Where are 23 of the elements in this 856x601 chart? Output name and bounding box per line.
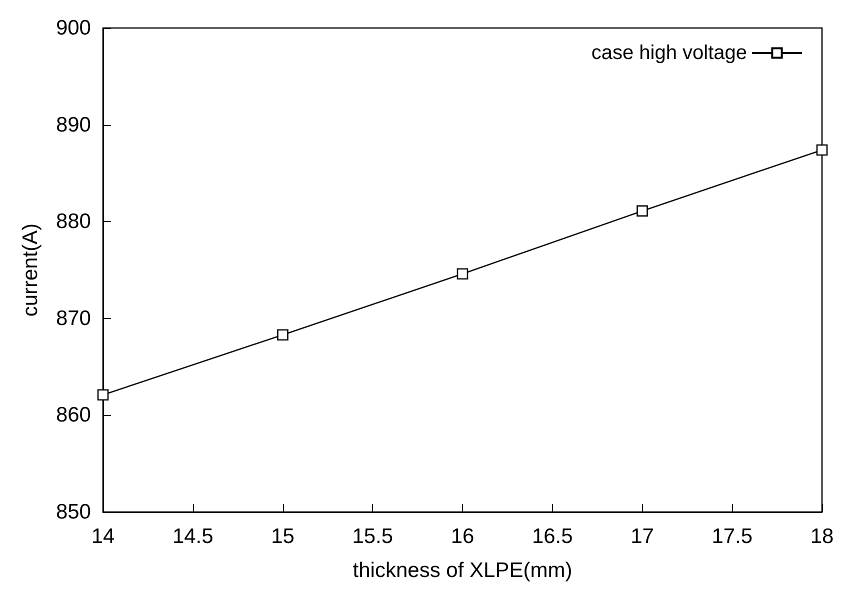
point	[97, 389, 109, 401]
point	[456, 268, 468, 280]
x-tick-label: 15.5	[352, 525, 394, 548]
y-tick-label: 870	[56, 306, 91, 330]
x-tick-label: 16	[450, 525, 474, 548]
x-tick-label: 14	[91, 525, 115, 548]
y-tick-label: 880	[56, 210, 91, 234]
x-tick-label: 17	[630, 525, 654, 548]
x-tick-label: 15	[271, 525, 294, 548]
point	[636, 205, 648, 217]
x-axis-title: thickness of XLPE(mm)	[352, 559, 572, 582]
point	[816, 144, 828, 156]
x-tick-label: 14.5	[172, 525, 214, 548]
y-tick-label: 900	[56, 16, 91, 40]
x-tick-label: 18	[810, 525, 834, 548]
y-tick-label: 860	[56, 404, 91, 427]
y-tick-label: 850	[56, 500, 91, 524]
legend-label: case high voltage	[591, 42, 747, 64]
x-tick-label: 17.5	[712, 525, 753, 548]
y-axis-title: current(A)	[19, 223, 42, 317]
x-tick-label: 16.5	[532, 525, 573, 548]
y-tick-label: 890	[56, 113, 91, 136]
point	[277, 329, 288, 341]
